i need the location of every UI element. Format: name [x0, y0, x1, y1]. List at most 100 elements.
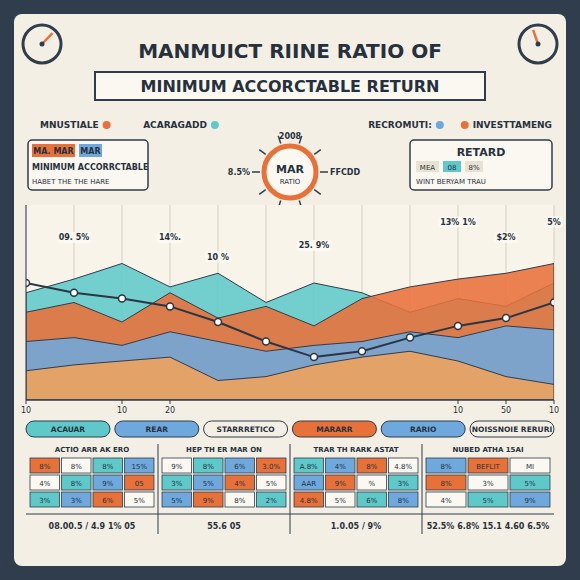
cell-text: 4% — [335, 463, 346, 471]
table-cell — [510, 475, 550, 490]
strip-label: STARRRETICO — [217, 425, 275, 434]
table-header: TRAR TH RARK ASTAT — [314, 446, 399, 454]
cell-text: AAR — [301, 480, 316, 488]
gauge-reading: FFCDD — [330, 168, 360, 177]
inner-panel — [14, 14, 566, 566]
cell-text: 8% — [71, 480, 82, 488]
tag: 8% — [468, 164, 479, 172]
label-icon — [103, 121, 111, 129]
line-marker — [26, 280, 30, 287]
table-cell — [225, 475, 255, 490]
table-cell — [194, 458, 224, 473]
cell-text: 8% — [398, 497, 409, 505]
cell-text: 5% — [524, 480, 535, 488]
strip-pill — [115, 421, 199, 437]
cell-text: 5% — [171, 497, 182, 505]
panel-line: HABET THE THE HARE — [32, 178, 110, 186]
corner-gauge — [23, 25, 61, 63]
plot-background — [26, 205, 554, 400]
tag-box — [416, 161, 439, 172]
label-icon — [436, 121, 444, 129]
gauge-reading: 8.5% — [228, 168, 250, 177]
table-cell — [257, 492, 287, 507]
gauge-sub: RATIO — [280, 178, 301, 186]
tag-box — [32, 144, 75, 157]
cell-text: 6% — [234, 463, 245, 471]
gauge-spoke — [314, 190, 320, 195]
y-axis — [26, 205, 27, 400]
table-cell — [426, 492, 466, 507]
annotation: 5% — [547, 218, 561, 227]
tag-box — [79, 144, 102, 157]
title: MANMUICT RIINE RATIO OF — [138, 39, 442, 63]
gauge-spoke — [314, 150, 320, 155]
table-cell — [30, 492, 60, 507]
annotation-patch — [494, 232, 517, 243]
line-marker — [71, 289, 78, 296]
cell-text: 4.8% — [394, 463, 412, 471]
line-series — [26, 283, 554, 357]
line-marker — [551, 299, 555, 306]
cell-text: 4.8% — [300, 497, 318, 505]
cell-text: 3% — [71, 497, 82, 505]
panel-line: WINT BERYAM TRAU — [416, 178, 486, 186]
cell-text: 9% — [102, 480, 113, 488]
annotation: 25. 9% — [299, 241, 330, 250]
table-cell — [125, 492, 155, 507]
table-cell — [294, 458, 324, 473]
table-cell — [357, 475, 387, 490]
left-panel — [28, 140, 148, 190]
area-series — [26, 264, 554, 401]
annotation: 09. 5% — [59, 233, 90, 242]
x-tick — [26, 400, 27, 404]
line-marker — [119, 295, 126, 302]
table-cell — [389, 475, 419, 490]
gauge-spoke — [259, 190, 265, 195]
table-cell — [93, 458, 123, 473]
right-panel — [410, 140, 552, 190]
area-series — [26, 326, 554, 400]
table-cell — [125, 475, 155, 490]
table-cell — [257, 458, 287, 473]
cell-text: 5% — [134, 497, 145, 505]
table-cell — [93, 492, 123, 507]
gauge-reading: 2008 — [279, 132, 302, 141]
x-tick-label: 20 — [165, 406, 175, 415]
cell-text: 5% — [335, 497, 346, 505]
cell-text: 9% — [203, 497, 214, 505]
strip-pill — [381, 421, 465, 437]
cell-text: A.8% — [300, 463, 318, 471]
table-cell — [426, 458, 466, 473]
strip-label: MARARR — [316, 425, 353, 434]
table-cell — [426, 475, 466, 490]
annotation-patch — [438, 217, 478, 228]
cell-text: 5% — [482, 497, 493, 505]
table-cell — [93, 475, 123, 490]
x-tick-label: 10 — [549, 406, 559, 415]
table-cell — [468, 492, 508, 507]
table-cell — [510, 458, 550, 473]
corner-gauge — [519, 25, 557, 63]
annotation: 13% 1% — [440, 218, 476, 227]
cell-text: 4% — [39, 480, 50, 488]
cell-text: 8% — [440, 480, 451, 488]
gauge-label: MAR — [276, 163, 304, 176]
label-icon — [461, 121, 469, 129]
line-marker — [407, 334, 414, 341]
plot-area — [26, 264, 554, 401]
table-cell — [62, 458, 92, 473]
x-tick-label: 10 — [453, 406, 463, 415]
cell-text: 3% — [482, 480, 493, 488]
gauge-hub — [536, 42, 541, 47]
cell-text: 3% — [398, 480, 409, 488]
table-cell — [162, 458, 192, 473]
strip-label: RARIO — [410, 425, 437, 434]
table-cell — [162, 475, 192, 490]
footer-text: 08.00.5 / 4.9 1% 05 — [49, 522, 136, 531]
cell-text: 3% — [171, 480, 182, 488]
panel-title: RETARD — [457, 146, 506, 159]
table-cell — [389, 458, 419, 473]
table-cell — [30, 458, 60, 473]
x-tick — [170, 400, 171, 404]
label-icon — [211, 121, 219, 129]
